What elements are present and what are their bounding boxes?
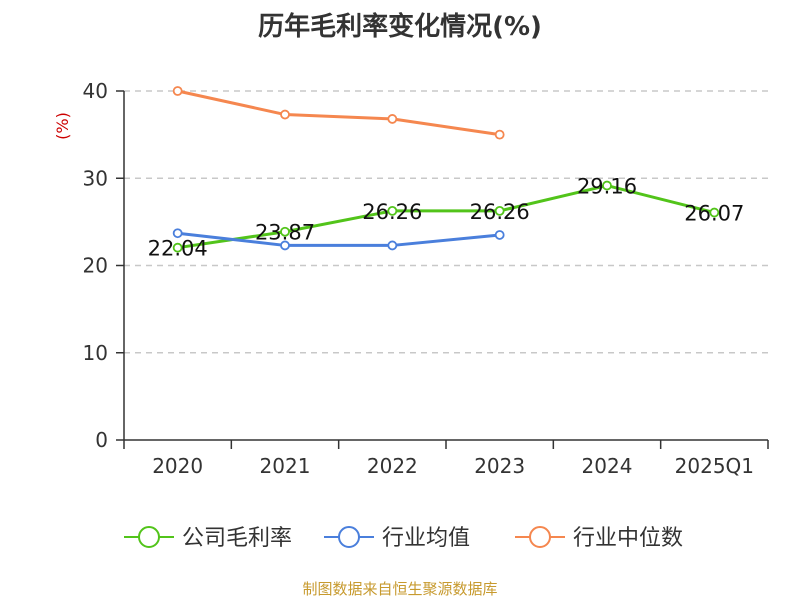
data-label-2024: 29.16 [577,175,637,199]
point-1-2021 [280,240,290,251]
point-1-2023 [494,230,505,240]
point-2-2023 [494,129,505,140]
data-label-2023: 26.26 [470,200,530,224]
legend-label-0: 公司毛利率 [182,526,292,551]
point-0-2021 [280,226,290,237]
y-tick-label-0: 0 [95,428,108,452]
point-0-2020 [172,242,183,253]
series-line-0 [177,184,715,250]
data-label-2021: 23.87 [255,221,315,245]
x-tick-label-2021: 2021 [260,454,311,478]
point-0-2024 [602,180,612,191]
point-2-2020 [172,86,183,96]
data-label-2025Q1: 26.07 [684,202,744,226]
data-label-2022: 26.26 [362,200,422,224]
source-note: 制图数据来自恒生聚源数据库 [302,580,498,598]
x-tick-label-2022: 2022 [367,454,418,478]
point-0-2022 [387,205,398,216]
series-line-1 [177,231,500,247]
point-1-2020 [172,228,183,239]
y-axis-label: (%) [53,112,72,140]
x-tick-label-2024: 2024 [582,454,633,478]
point-0-2023 [494,205,505,216]
point-0-2025Q1 [709,207,720,218]
y-tick-label-20: 20 [83,254,108,278]
legend-label-2: 行业中位数 [573,526,683,551]
point-2-2021 [280,109,290,120]
series-lines [172,86,720,253]
legend: 公司毛利率 行业均值 行业中位数 [124,526,683,551]
point-2-2022 [387,114,398,124]
x-tick-label-2025Q1: 2025Q1 [675,454,754,478]
data-labels: 22.04 23.87 26.26 26.26 29.16 26.07 [148,175,745,261]
data-label-2020: 22.04 [148,237,208,261]
legend-marker-0 [138,526,160,548]
chart-title: 历年毛利率变化情况(%) [258,12,542,42]
y-tick-label-30: 30 [83,166,108,190]
series-line-2 [177,89,500,137]
legend-marker-1 [338,526,360,548]
legend-marker-2 [529,526,551,548]
legend-label-1: 行业均值 [382,526,470,551]
y-tick-label-10: 10 [83,341,108,365]
x-tick-label-2020: 2020 [152,454,203,478]
y-tick-label-40: 40 [83,79,108,103]
x-tick-label-2023: 2023 [474,454,525,478]
point-1-2022 [387,240,398,251]
gridlines [124,90,768,354]
axes: 0 10 20 30 40 2020 2021 2022 2023 2024 2025Q1 [83,79,769,478]
